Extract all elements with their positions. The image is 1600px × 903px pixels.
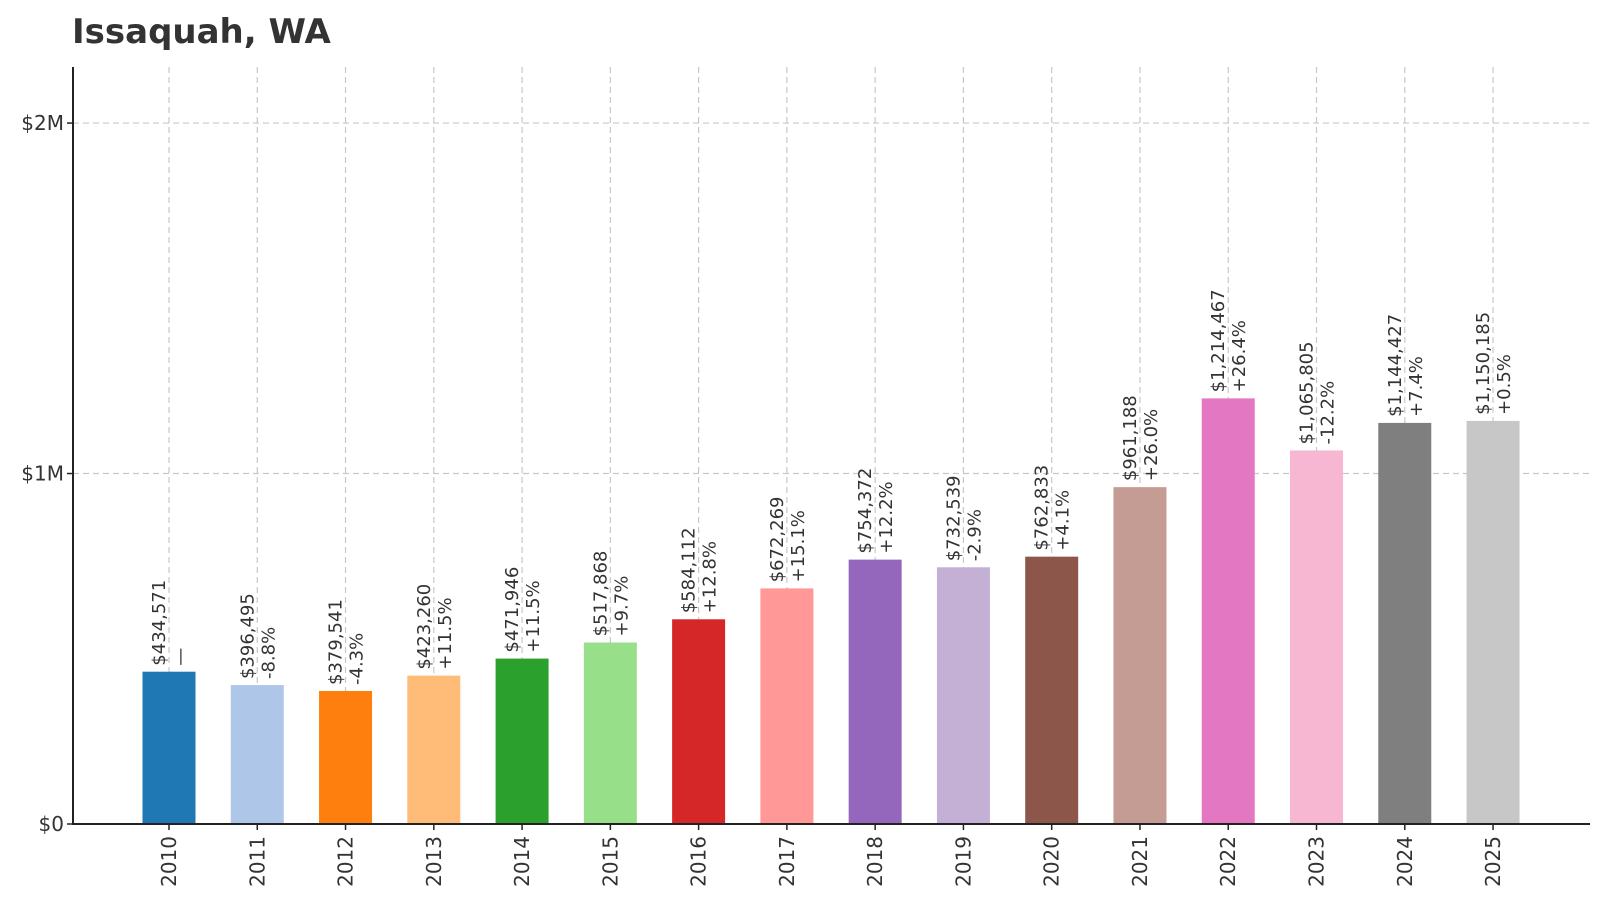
x-tick-label: 2021 <box>1128 836 1152 887</box>
change-label: +0.5% <box>1494 354 1515 415</box>
value-label: $672,269 <box>767 497 788 583</box>
bar-2019 <box>936 567 990 824</box>
bar-2021 <box>1113 487 1167 824</box>
bar-2011 <box>230 685 284 824</box>
change-label: +12.2% <box>876 481 897 553</box>
change-label: — <box>170 648 191 666</box>
y-tick-label: $0 <box>39 812 64 836</box>
x-tick-label: 2023 <box>1305 836 1329 887</box>
change-label: -4.3% <box>347 633 368 685</box>
bar-2018 <box>848 559 902 824</box>
value-label: $517,868 <box>590 551 611 637</box>
x-tick-label: 2018 <box>863 836 887 887</box>
y-axis-ticks: $0 $1M $2M <box>21 111 73 836</box>
y-tick-label: $2M <box>21 111 64 135</box>
value-label: $1,065,805 <box>1297 341 1318 444</box>
value-label: $423,260 <box>414 584 435 670</box>
value-label: $434,571 <box>149 580 170 666</box>
bar-2024 <box>1378 422 1432 824</box>
bar-2022 <box>1201 398 1255 824</box>
change-label: +7.4% <box>1406 356 1427 417</box>
change-label: +26.4% <box>1229 320 1250 392</box>
x-tick-label: 2017 <box>775 836 799 887</box>
change-label: +15.1% <box>788 510 809 582</box>
bar-2013 <box>407 675 461 824</box>
grid-lines <box>73 67 1590 824</box>
value-label: $379,541 <box>326 599 347 685</box>
x-tick-label: 2024 <box>1393 836 1417 887</box>
value-label: $1,214,467 <box>1208 289 1229 392</box>
bar-2023 <box>1290 450 1344 824</box>
bar-2016 <box>672 619 726 824</box>
change-label: +12.8% <box>700 541 721 613</box>
value-label: $471,946 <box>502 567 523 653</box>
change-label: -2.9% <box>964 509 985 561</box>
data-labels: $434,571— $396,495 -8.8% $379,541 -4.3% $423,… <box>149 289 1515 685</box>
change-label: +11.5% <box>523 580 544 652</box>
value-label: $961,188 <box>1120 395 1141 481</box>
change-label: -12.2% <box>1318 381 1339 445</box>
x-tick-label: 2014 <box>510 836 534 887</box>
x-tick-label: 2011 <box>245 836 269 887</box>
change-label: -8.8% <box>258 627 279 679</box>
x-tick-label: 2025 <box>1481 836 1505 887</box>
bar-2014 <box>495 658 549 824</box>
x-axis-ticks: 2010 2011 2012 2013 2014 2015 2016 2017 2018 2019… <box>157 824 1505 887</box>
bar-2010 <box>142 671 196 824</box>
bars <box>142 398 1520 824</box>
value-label: $396,495 <box>237 593 258 679</box>
x-tick-label: 2010 <box>157 836 181 887</box>
value-label: $1,144,427 <box>1385 314 1406 417</box>
value-label: $754,372 <box>855 468 876 554</box>
x-tick-label: 2015 <box>598 836 622 887</box>
x-tick-label: 2019 <box>951 836 975 887</box>
change-label: +4.1% <box>1053 490 1074 551</box>
change-label: +26.0% <box>1141 409 1162 481</box>
axes <box>72 67 1590 825</box>
bar-2012 <box>319 690 373 824</box>
bar-2020 <box>1025 556 1079 824</box>
x-tick-label: 2022 <box>1216 836 1240 887</box>
change-label: +11.5% <box>435 597 456 669</box>
value-label: $1,150,185 <box>1473 312 1494 415</box>
x-tick-label: 2020 <box>1040 836 1064 887</box>
change-label: +9.7% <box>611 576 632 637</box>
y-tick-label: $1M <box>21 462 64 486</box>
x-tick-label: 2016 <box>687 836 711 887</box>
value-label: $584,112 <box>679 527 700 613</box>
value-label: $732,539 <box>943 475 964 561</box>
value-label: $762,833 <box>1032 465 1053 551</box>
x-tick-label: 2012 <box>334 836 358 887</box>
x-tick-label: 2013 <box>422 836 446 887</box>
chart-title: Issaquah, WA <box>72 12 331 52</box>
bar-2017 <box>760 588 814 824</box>
bar-2015 <box>583 642 637 824</box>
bar-2025 <box>1466 420 1520 824</box>
